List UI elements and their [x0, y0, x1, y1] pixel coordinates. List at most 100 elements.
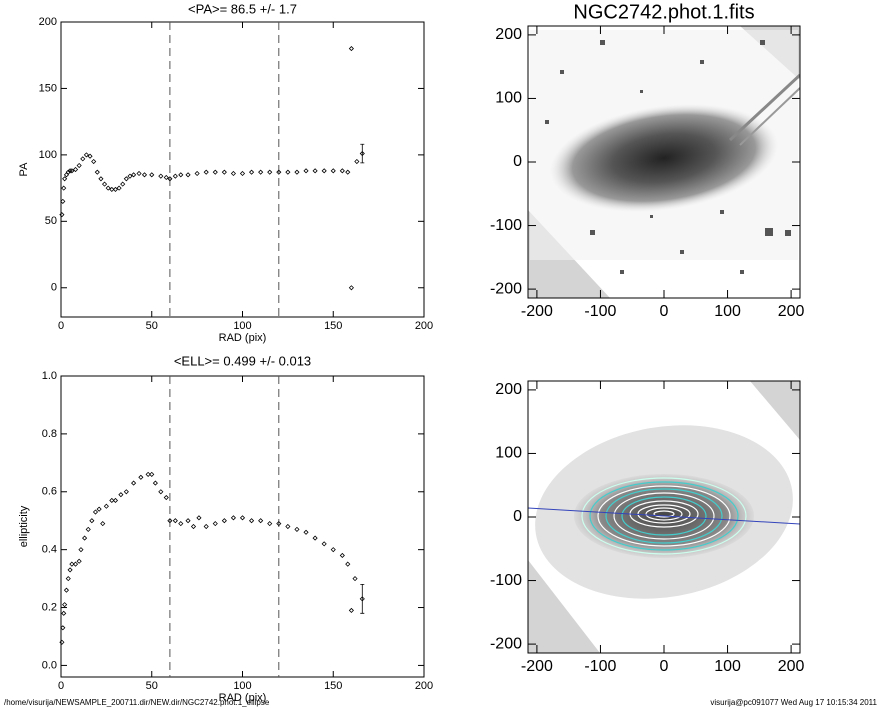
x-tick-label: 0: [660, 303, 669, 320]
data-point: [59, 639, 65, 645]
y-tick-label: 0: [513, 153, 522, 170]
data-point: [158, 173, 164, 179]
x-tick-label: 0: [58, 680, 64, 692]
x-tick-label: 150: [324, 320, 342, 332]
data-point: [330, 547, 336, 553]
data-point: [123, 176, 129, 182]
data-point: [87, 153, 93, 159]
data-point: [321, 168, 327, 174]
data-point: [109, 186, 115, 192]
data-point: [149, 172, 155, 178]
y-tick-label: 50: [45, 215, 57, 227]
data-point: [312, 168, 318, 174]
y-tick-label: 100: [39, 149, 57, 161]
data-point: [258, 169, 264, 175]
data-point: [60, 198, 66, 204]
data-point: [100, 521, 106, 527]
data-point: [167, 176, 173, 182]
data-point: [65, 169, 71, 175]
data-point: [354, 158, 360, 165]
data-point: [203, 523, 209, 530]
data-point: [83, 152, 89, 158]
data-point: [303, 168, 309, 174]
chart-title: <ELL>= 0.499 +/- 0.013: [174, 353, 311, 368]
data-point: [303, 529, 309, 535]
data-point: [294, 169, 300, 175]
data-point: [330, 168, 336, 174]
data-point: [196, 515, 202, 521]
x-tick-label: 50: [146, 680, 158, 692]
data-point: [167, 518, 173, 524]
data-point: [131, 480, 137, 486]
x-tick-label: -200: [521, 658, 553, 675]
y-tick-label: -200: [490, 635, 522, 652]
data-point: [118, 492, 124, 498]
data-point: [285, 523, 291, 530]
data-point: [67, 567, 73, 573]
data-point: [127, 173, 133, 179]
x-tick-label: 200: [415, 680, 433, 692]
x-tick-label: 100: [714, 658, 741, 675]
data-point: [78, 547, 84, 553]
data-point: [72, 561, 79, 567]
data-point: [67, 168, 73, 174]
data-point: [94, 169, 100, 175]
data-point: [62, 602, 68, 608]
y-tick-label: 200: [495, 26, 522, 43]
data-point: [178, 521, 184, 527]
data-point: [61, 185, 67, 191]
y-tick-label: 100: [495, 445, 522, 462]
contour-image: [528, 381, 800, 653]
data-point: [239, 170, 246, 177]
y-tick-label: 200: [495, 381, 522, 398]
x-tick-label: 100: [233, 680, 251, 692]
y-tick-label: -100: [490, 572, 522, 589]
x-tick-label: 100: [714, 303, 741, 320]
y-tick-label: 0.0: [42, 659, 57, 671]
x-tick-label: -200: [521, 303, 553, 320]
data-point: [352, 576, 358, 582]
data-point: [103, 503, 109, 509]
data-point: [185, 172, 191, 178]
data-point: [267, 521, 273, 527]
y-tick-label: 1.0: [42, 370, 57, 382]
data-point: [230, 170, 236, 177]
data-point: [82, 535, 88, 541]
data-point: [152, 480, 158, 486]
data-point: [149, 471, 155, 477]
data-point: [62, 176, 68, 182]
data-point: [185, 518, 191, 524]
x-axis-label: RAD (pix): [219, 332, 267, 344]
y-axis-label: PA: [18, 162, 30, 177]
data-point: [276, 521, 282, 527]
y-tick-label: 200: [39, 16, 57, 28]
data-point: [60, 625, 66, 631]
data-point: [230, 515, 236, 521]
chart-title: NGC2742.phot.1.fits: [573, 1, 754, 23]
data-point: [239, 515, 246, 521]
data-point: [116, 185, 122, 191]
plot-frame: [60, 375, 425, 678]
x-tick-label: 200: [415, 320, 433, 332]
x-tick-label: 150: [324, 680, 342, 692]
data-point: [76, 162, 82, 169]
data-point: [212, 521, 218, 527]
x-tick-label: 200: [778, 303, 805, 320]
data-point: [72, 166, 79, 173]
data-point: [212, 169, 218, 175]
x-axis-label: RAD (pix): [219, 692, 267, 704]
data-point: [85, 526, 91, 532]
data-point: [339, 168, 345, 174]
data-point: [249, 169, 255, 175]
data-point: [190, 523, 197, 530]
data-point: [163, 494, 169, 501]
data-point: [96, 506, 102, 512]
data-point: [203, 169, 209, 175]
y-tick-label: 0.4: [42, 544, 57, 556]
data-point: [163, 174, 169, 181]
data-point: [69, 168, 75, 174]
data-point: [348, 46, 354, 52]
plot-frame: [60, 21, 425, 318]
y-tick-label: 0.8: [42, 428, 57, 440]
